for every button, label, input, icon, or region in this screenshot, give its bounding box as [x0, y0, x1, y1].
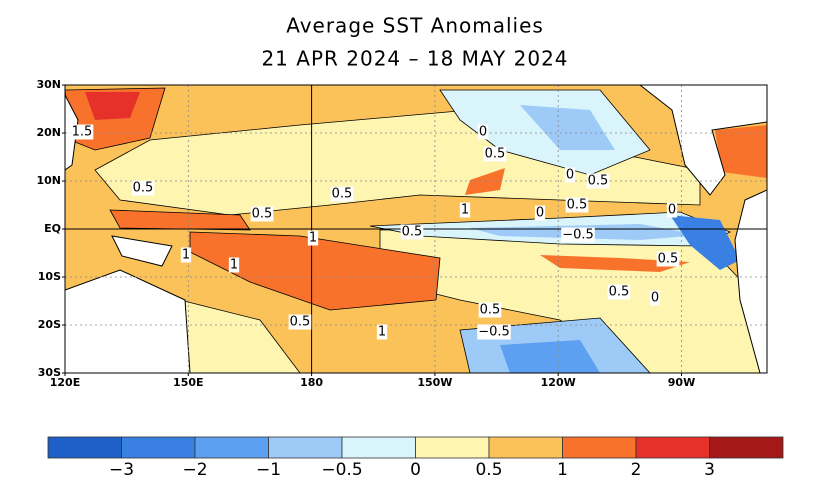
lat-label: 30S: [38, 366, 61, 379]
contour-label-bg: [400, 224, 424, 240]
contour-label-bg: [649, 290, 661, 306]
field-warm: [189, 231, 441, 311]
contour-label-bg: [228, 257, 240, 273]
colorbar-box: [341, 436, 416, 459]
contour-label: 0.5: [290, 315, 311, 330]
field-warm: [540, 255, 690, 272]
contour-label-bg: [288, 314, 312, 330]
field-cool: [500, 340, 600, 373]
contour-label-bg: [534, 205, 546, 221]
colorbar-label: 2: [631, 460, 642, 480]
lon-label: 90W: [668, 376, 695, 389]
contour-label-bg: [565, 197, 589, 213]
contour-label: 1: [182, 248, 190, 263]
land: [734, 189, 767, 373]
contour-label-bg: [564, 167, 576, 183]
colorbar-box: [415, 436, 490, 459]
contour-label: 1.5: [72, 125, 93, 140]
colorbar-label: 0: [410, 460, 421, 480]
colorbar-box: [709, 436, 784, 459]
contour-label: 1: [230, 258, 238, 273]
colorbar-box: [47, 436, 122, 459]
contour-label: 0: [479, 125, 487, 140]
subtitle: 21 APR 2024 – 18 MAY 2024: [261, 47, 568, 71]
contour-label-bg: [180, 247, 192, 263]
lat-label: 30N: [36, 78, 61, 91]
colorbar-label: −0.5: [321, 460, 362, 480]
lon-label: 150E: [173, 376, 203, 389]
contour-label-bg: [307, 230, 319, 246]
colorbar-label: 1: [557, 460, 568, 480]
lat-label: 20N: [36, 126, 61, 139]
contour-label: 0.5: [588, 174, 609, 189]
contour-label: 0.5: [485, 147, 506, 162]
contour-label: 0.5: [658, 252, 679, 267]
contour-label: 0.5: [480, 303, 501, 318]
colorbar-box: [194, 436, 269, 459]
contour-label: 1: [309, 231, 317, 246]
contour-label-bg: [477, 124, 489, 140]
contour-label-bg: [459, 202, 471, 218]
grid: [65, 85, 767, 373]
land: [639, 85, 767, 196]
field-hot: [85, 92, 140, 120]
contour-label-bg: [666, 202, 678, 218]
contour-label: 0.5: [332, 187, 353, 202]
colorbar-label: −2: [182, 460, 207, 480]
title: Average SST Anomalies: [286, 14, 544, 38]
field-cool: [520, 105, 615, 150]
contour-label-bg: [483, 146, 507, 162]
lon-label: 150W: [417, 376, 452, 389]
contour-label-bg: [477, 324, 511, 340]
contour-label: 0: [651, 291, 659, 306]
lon-label: 120E: [50, 376, 80, 389]
colorbar-box: [488, 436, 563, 459]
contour-label: 0.5: [402, 225, 423, 240]
contour-label-bg: [607, 284, 631, 300]
contour-label: 0.5: [133, 181, 154, 196]
lat-label: 10N: [36, 174, 61, 187]
contour-label-bg: [376, 324, 388, 340]
colorbar-label: 0.5: [475, 460, 502, 480]
contour-label: 0.5: [567, 198, 588, 213]
land: [111, 235, 173, 267]
field-warm: [465, 168, 505, 195]
contour-label: 0.5: [252, 207, 273, 222]
contour-label: 0.5: [609, 285, 630, 300]
lon-label: 120W: [541, 376, 576, 389]
contour-label: −0.5: [562, 228, 594, 243]
field-warm: [715, 125, 767, 178]
contour-label-bg: [478, 302, 502, 318]
contour-label: 0: [668, 203, 676, 218]
contour-label: 0: [566, 168, 574, 183]
colorbar: −3 −2 −1 −0.5 0 0.5 1 2 3: [47, 436, 784, 480]
lat-label: EQ: [44, 222, 61, 235]
colorbar-box: [121, 436, 196, 459]
contour-label-bg: [586, 173, 610, 189]
contour-label-bg: [330, 186, 354, 202]
colorbar-label: −1: [256, 460, 281, 480]
contour-label: 0: [536, 206, 544, 221]
contour-label-bg: [656, 251, 680, 267]
colorbar-box: [562, 436, 637, 459]
colorbar-box: [268, 436, 343, 459]
colorbar-box: [635, 436, 710, 459]
contour-label: −0.5: [478, 325, 510, 340]
contour-label-bg: [561, 227, 595, 243]
contour-label-bg: [250, 206, 274, 222]
lat-label: 20S: [38, 318, 61, 331]
contour-label-bg: [131, 180, 155, 196]
lat-label: 10S: [38, 270, 61, 283]
colorbar-label: −3: [109, 460, 134, 480]
lon-label: 180: [300, 376, 323, 389]
field-warm: [109, 209, 251, 231]
contour-label: 1: [378, 325, 386, 340]
colorbar-label: 3: [704, 460, 715, 480]
contour-label: 1: [461, 203, 469, 218]
contour-label-bg: [70, 124, 94, 140]
land: [65, 269, 191, 373]
